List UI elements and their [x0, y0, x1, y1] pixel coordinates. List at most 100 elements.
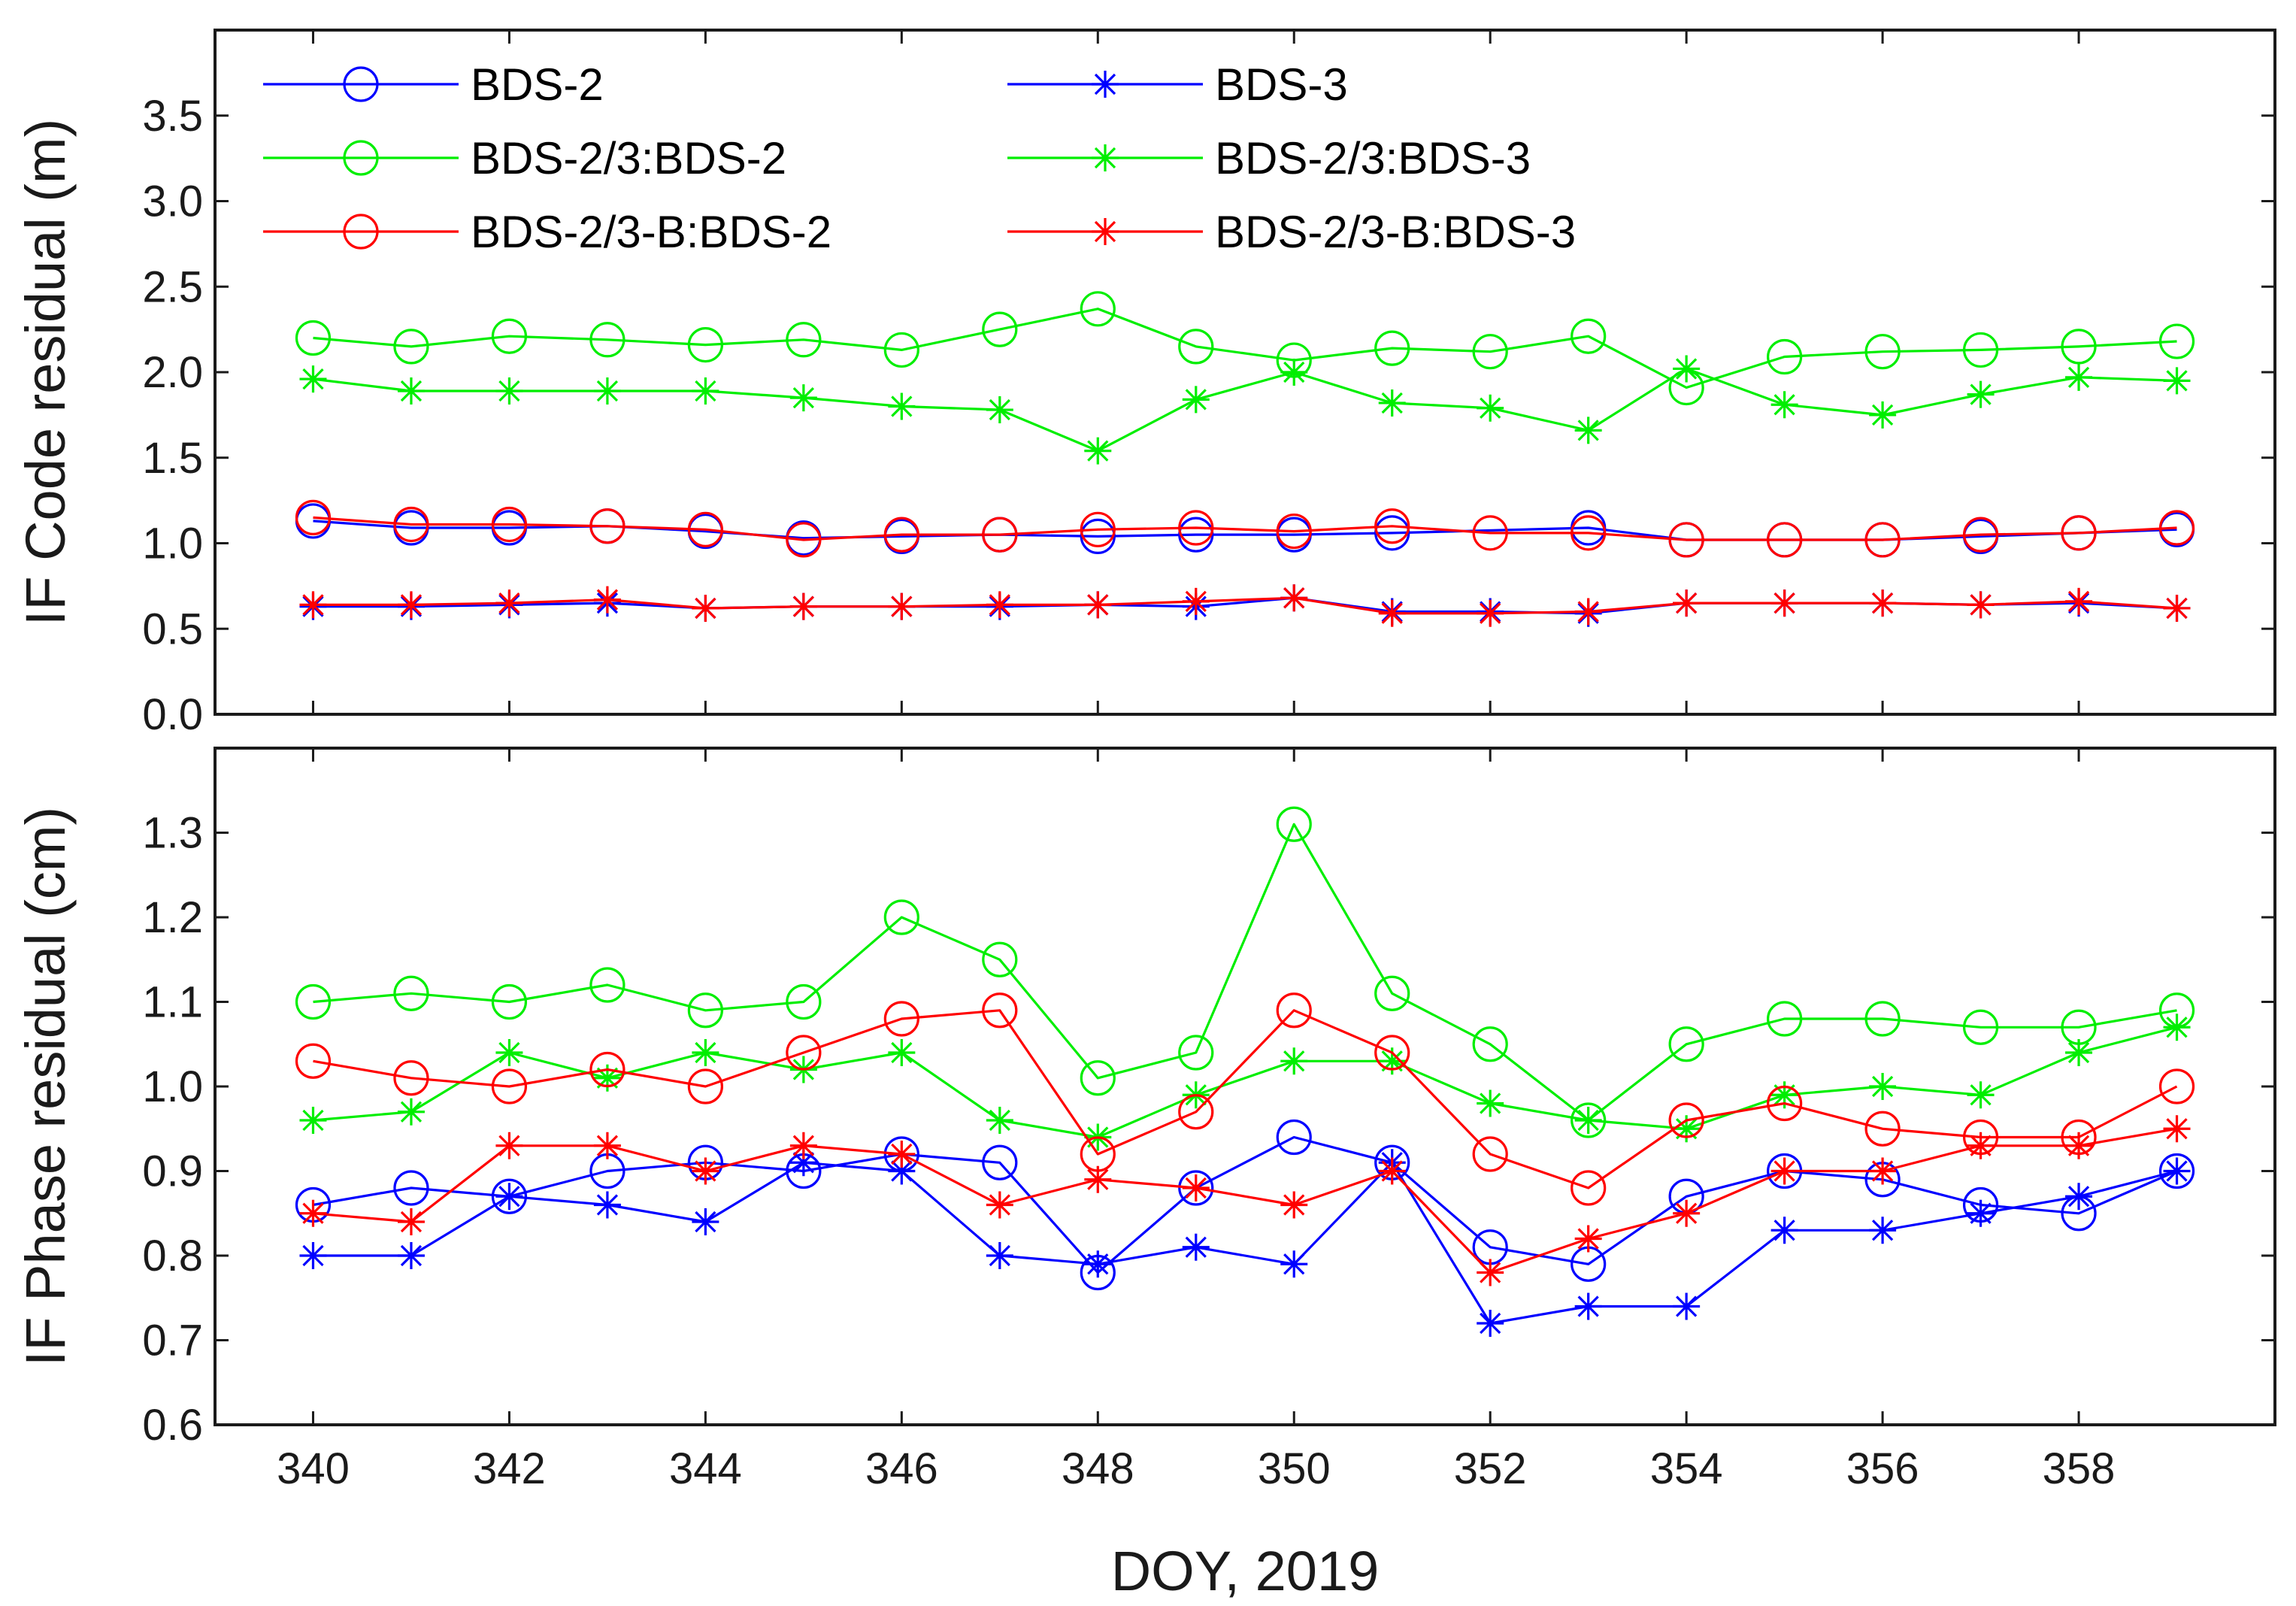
code-point-bds-2-3-b-bds-3 [1673, 589, 1701, 617]
phase-y-tick-label: 0.7 [142, 1317, 203, 1365]
phase-point-bds-2 [2158, 1153, 2195, 1189]
code-point-bds-2-3-b-bds-2 [786, 522, 822, 558]
phase-point-bds-2-3-b-bds-2 [1668, 1102, 1704, 1138]
legend-label-bds-3: BDS-3 [1215, 59, 1348, 110]
legend: BDS-2 BDS-3 BDS-2/3:BDS-2 BDS-2/3:BDS-3 BDS-… [263, 59, 1576, 257]
code-point-bds-2-3-b-bds-2 [1472, 515, 1508, 551]
legend-marker-bds-2-3-b-bds-2 [343, 214, 379, 250]
code-point-bds-2-3-bds-2 [1767, 338, 1803, 375]
phase-point-bds-3 [986, 1242, 1013, 1269]
code-point-bds-2-3-bds-3 [1378, 389, 1406, 417]
code-point-bds-2-3-bds-2 [786, 322, 822, 358]
phase-point-bds-3 [1869, 1217, 1897, 1244]
code-point-bds-2-3-b-bds-2 [1864, 522, 1901, 558]
phase-point-bds-3 [299, 1242, 327, 1269]
code-point-bds-2-3-bds-2 [1571, 318, 1607, 354]
phase-point-bds-3 [888, 1157, 916, 1185]
phase-point-bds-2-3-bds-3 [1967, 1081, 1995, 1109]
phase-point-bds-2-3-bds-2 [393, 975, 429, 1011]
phase-point-bds-2-3-bds-3 [397, 1098, 425, 1126]
legend-label-bds-2: BDS-2 [471, 59, 604, 110]
phase-point-bds-2-3-b-bds-2 [1178, 1094, 1214, 1130]
code-point-bds-2-3-b-bds-3 [1378, 599, 1406, 627]
phase-point-bds-2-3-b-bds-2 [589, 1051, 625, 1088]
phase-point-bds-2-3-b-bds-2 [2158, 1068, 2195, 1105]
phase-point-bds-2-3-bds-2 [1767, 1001, 1803, 1037]
code-point-bds-2-3-b-bds-3 [1084, 591, 1112, 619]
code-point-bds-2-3-b-bds-2 [1668, 522, 1704, 558]
code-point-bds-2-3-b-bds-2 [1080, 511, 1116, 547]
phase-point-bds-2-3-bds-2 [589, 967, 625, 1003]
phase-point-bds-2-3-b-bds-3 [1574, 1225, 1602, 1253]
code-point-bds-2-3-b-bds-3 [1770, 589, 1798, 617]
phase-point-bds-2-3-bds-2 [982, 941, 1018, 977]
code-point-bds-2-3-bds-2 [1374, 330, 1410, 366]
code-y-axis-label: IF Code residual (m) [14, 119, 77, 626]
code-point-bds-2-3-b-bds-3 [299, 591, 327, 619]
code-point-bds-2-3-b-bds-3 [495, 589, 523, 617]
code-point-bds-2-3-b-bds-2 [1178, 510, 1214, 546]
phase-point-bds-2 [393, 1170, 429, 1206]
phase-point-bds-2-3-bds-2 [295, 983, 332, 1020]
phase-point-bds-2-3-b-bds-3 [495, 1132, 523, 1159]
code-point-bds-2-3-b-bds-3 [397, 591, 425, 619]
phase-point-bds-2-3-b-bds-3 [299, 1199, 327, 1227]
code-point-bds-2-3-bds-3 [593, 377, 621, 405]
code-point-bds-2-3-b-bds-3 [888, 592, 916, 620]
phase-point-bds-2-3-bds-3 [2163, 1014, 2191, 1041]
phase-point-bds-2-3-bds-3 [1869, 1073, 1897, 1100]
phase-point-bds-3 [397, 1242, 425, 1269]
phase-ticks: 0.6 0.7 0.8 0.9 1.0 1.1 1.2 1.3 340 342 344 346 348 3… [142, 748, 2275, 1493]
phase-point-bds-3 [1574, 1292, 1602, 1320]
code-point-bds-2-3-bds-3 [1084, 437, 1112, 465]
code-y-tick-label: 1.5 [142, 434, 203, 483]
phase-point-bds-2-3-b-bds-3 [1967, 1132, 1995, 1159]
x-axis-label: DOY, 2019 [1111, 1540, 1380, 1602]
phase-y-tick-label: 1.1 [142, 978, 203, 1027]
phase-point-bds-2-3-b-bds-2 [1472, 1136, 1508, 1172]
phase-point-bds-2-3-bds-3 [1673, 1115, 1701, 1143]
phase-y-axis-label: IF Phase residual (cm) [14, 807, 77, 1366]
x-tick-label: 350 [1258, 1444, 1331, 1493]
phase-point-bds-3 [1477, 1310, 1504, 1337]
code-point-bds-2-3-b-bds-3 [1869, 589, 1897, 617]
x-tick-label: 352 [1454, 1444, 1527, 1493]
phase-point-bds-2-3-bds-3 [299, 1107, 327, 1134]
code-line-bds-2-3-bds-3 [313, 367, 2177, 453]
code-point-bds-2-3-b-bds-2 [491, 506, 528, 543]
code-point-bds-2 [1374, 515, 1410, 551]
code-point-bds-2-3-bds-2 [1178, 329, 1214, 365]
legend-marker-bds-3 [1092, 71, 1119, 98]
phase-point-bds-3 [692, 1208, 719, 1235]
phase-point-bds-2-3-b-bds-3 [789, 1132, 817, 1159]
phase-point-bds-2-3-bds-3 [888, 1039, 916, 1066]
phase-point-bds-2-3-b-bds-3 [888, 1141, 916, 1168]
phase-point-bds-2-3-bds-3 [692, 1039, 719, 1066]
code-point-bds-2-3-bds-2 [1472, 334, 1508, 370]
legend-marker-bds-2-3-b-bds-3 [1092, 218, 1119, 245]
phase-y-tick-label: 1.3 [142, 809, 203, 858]
code-point-bds-2-3-b-bds-2 [1767, 522, 1803, 558]
phase-point-bds-2-3-bds-3 [2065, 1039, 2093, 1066]
phase-point-bds-2-3-bds-2 [1668, 1026, 1704, 1062]
code-point-bds-2-3-bds-3 [1280, 359, 1308, 386]
phase-point-bds-2-3-b-bds-2 [1571, 1170, 1607, 1206]
code-point-bds-2-3-bds-3 [986, 396, 1013, 424]
phase-point-bds-2-3-b-bds-3 [593, 1132, 621, 1159]
code-y-tick-label: 2.5 [142, 262, 203, 311]
phase-point-bds-2-3-b-bds-3 [692, 1157, 719, 1185]
phase-point-bds-2-3-bds-3 [1477, 1089, 1504, 1117]
code-point-bds-2-3-bds-3 [888, 392, 916, 420]
code-residual-panel: 0.0 0.5 1.0 1.5 2.0 2.5 3.0 3.5 IF Code residua… [14, 29, 2276, 739]
code-point-bds-2-3-b-bds-2 [883, 517, 919, 553]
x-tick-label: 342 [473, 1444, 546, 1493]
phase-point-bds-2-3-b-bds-2 [786, 1035, 822, 1071]
code-point-bds-2-3-bds-3 [1574, 417, 1602, 444]
code-point-bds-2-3-bds-3 [1182, 386, 1210, 414]
x-tick-label: 348 [1062, 1444, 1134, 1493]
x-tick-label: 358 [2043, 1444, 2116, 1493]
phase-point-bds-2-3-b-bds-2 [295, 1043, 332, 1079]
code-point-bds-2-3-b-bds-2 [982, 517, 1018, 553]
phase-point-bds-2-3-b-bds-2 [393, 1060, 429, 1096]
code-point-bds-2-3-b-bds-3 [1280, 584, 1308, 612]
